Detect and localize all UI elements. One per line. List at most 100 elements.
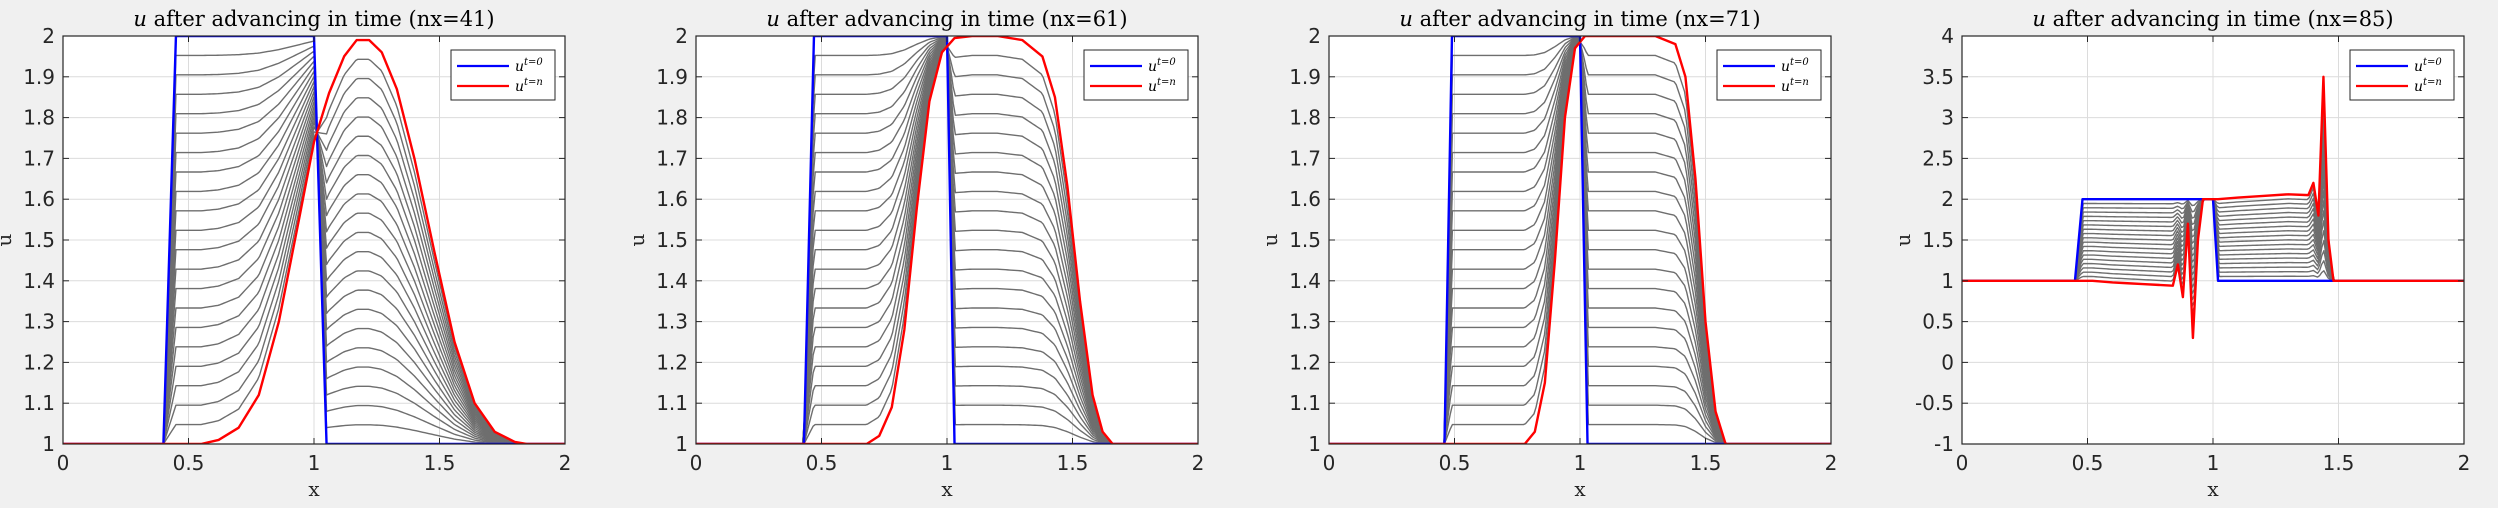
y-tick-label: 0 (1941, 350, 1954, 374)
y-tick-label: 1.4 (23, 269, 55, 293)
x-tick-label: 2 (559, 451, 572, 475)
x-tick-label: 0 (690, 451, 703, 475)
chart-title: u after advancing in time (nx=41) (133, 7, 494, 31)
legend-box (2349, 49, 2455, 101)
y-tick-label: 3.5 (1922, 65, 1954, 89)
y-tick-label: 1.3 (23, 310, 55, 334)
chart-title: u after advancing in time (nx=71) (1399, 7, 1760, 31)
y-tick-label: 1.7 (1289, 146, 1321, 170)
y-tick-label: 2 (1308, 24, 1321, 48)
y-tick-label: -1 (1934, 432, 1954, 456)
legend-entry-sup: t=n (524, 77, 543, 88)
series-line-intermediate (63, 75, 565, 444)
y-tick-label: 1.9 (656, 65, 688, 89)
series-line-intermediate (63, 111, 565, 444)
series-line-intermediate (63, 116, 565, 444)
legend-entry-base: u (1781, 79, 1790, 95)
series-line-intermediate (63, 100, 565, 444)
chart-title-rest: after advancing in time (nx=71) (1413, 7, 1761, 31)
legend-entry-sup: t=0 (1790, 57, 1809, 68)
legend-entry-sup: t=0 (524, 57, 543, 68)
y-tick-label: 1.4 (1289, 269, 1321, 293)
y-tick-label: 1.2 (23, 350, 55, 374)
chart-title-var: u (2032, 7, 2046, 31)
series-line-final (696, 36, 1198, 444)
x-tick-label: 0 (1323, 451, 1336, 475)
y-tick-label: 1.3 (1289, 310, 1321, 334)
y-tick-label: 1.6 (1289, 187, 1321, 211)
legend-entry-base: u (1148, 59, 1157, 75)
legend-entry-sup: t=0 (1157, 57, 1176, 68)
y-tick-label: 2 (1941, 187, 1954, 211)
legend-entry-label: ut=n (515, 77, 543, 95)
legend: ut=0 ut=n (1716, 49, 1822, 101)
chart-title: u after advancing in time (nx=85) (2032, 7, 2393, 31)
y-tick-label: 1.5 (656, 228, 688, 252)
x-tick-label: 1 (308, 451, 321, 475)
legend-entry-label: ut=0 (1148, 57, 1176, 75)
x-tick-label: 0 (57, 451, 70, 475)
x-tick-label: 0 (1956, 451, 1969, 475)
y-tick-label: 1.6 (656, 187, 688, 211)
y-tick-label: 1 (1941, 269, 1954, 293)
chart-0: 0 0.5 1 1.5 2 1 1.1 1.2 1.3 1.4 1.5 1.6 1.7 1.8 1.9 2 x u… (0, 7, 571, 501)
series-group (1962, 75, 2464, 340)
legend-entry-sup: t=0 (2423, 57, 2442, 68)
series-line-intermediate (63, 80, 565, 444)
legend-entry-base: u (2414, 59, 2423, 75)
y-axis-label: u (1891, 233, 1915, 246)
x-tick-label: 1.5 (1057, 451, 1089, 475)
chart-title-var: u (1399, 7, 1413, 31)
chart-1: 0 0.5 1 1.5 2 1 1.1 1.2 1.3 1.4 1.5 1.6 1.7 1.8 1.9 2 x u… (625, 7, 1204, 501)
x-tick-label: 0.5 (173, 451, 205, 475)
legend-entry-label: ut=n (1148, 77, 1176, 95)
chart-title-var: u (766, 7, 780, 31)
y-tick-label: 2.5 (1922, 146, 1954, 170)
x-tick-label: 0.5 (2072, 451, 2104, 475)
x-tick-label: 1.5 (424, 451, 456, 475)
legend-entry-sup: t=n (2423, 77, 2442, 88)
y-tick-label: 1.7 (23, 146, 55, 170)
x-tick-label: 1.5 (1690, 451, 1722, 475)
x-tick-label: 1 (2207, 451, 2220, 475)
x-axis-label: x (308, 477, 320, 501)
series-line-intermediate (63, 106, 565, 444)
legend-entry-label: ut=0 (515, 57, 543, 75)
y-tick-label: 1.5 (23, 228, 55, 252)
y-tick-label: -0.5 (1915, 391, 1954, 415)
y-tick-label: 1 (1308, 432, 1321, 456)
legend-entry-label: ut=0 (2414, 57, 2442, 75)
y-tick-label: 1.5 (1922, 228, 1954, 252)
legend: ut=0ut=n (2349, 49, 2455, 101)
legend: ut=0ut=n (1083, 49, 1189, 101)
y-tick-label: 1.4 (656, 269, 688, 293)
series-line-intermediate (63, 85, 565, 444)
y-tick-label: 1.1 (1289, 391, 1321, 415)
legend-entry-sup: t=n (1790, 77, 1809, 88)
y-tick-label: 1 (675, 432, 688, 456)
legend-entry-base: u (515, 59, 524, 75)
y-tick-label: 3 (1941, 106, 1954, 130)
x-tick-label: 1 (941, 451, 954, 475)
y-axis-label: u (625, 233, 649, 246)
y-tick-label: 0.5 (1922, 310, 1954, 334)
y-tick-label: 1.8 (656, 106, 688, 130)
legend-entry-label: ut=n (2414, 77, 2442, 95)
y-tick-label: 1.1 (23, 391, 55, 415)
legend-box (1716, 49, 1822, 101)
series-line-intermediate (63, 95, 565, 444)
x-tick-label: 1.5 (2323, 451, 2355, 475)
y-tick-label: 2 (675, 24, 688, 48)
chart-title-rest: after advancing in time (nx=85) (2046, 7, 2394, 31)
legend-box (1083, 49, 1189, 101)
legend-entry-base: u (2414, 79, 2423, 95)
y-tick-label: 1.3 (656, 310, 688, 334)
y-axis-label: u (0, 233, 16, 246)
x-axis-label: x (2207, 477, 2219, 501)
series-line-intermediate (63, 97, 565, 444)
x-tick-label: 2 (1825, 451, 1838, 475)
legend-entry-label: ut=0 (1781, 57, 1809, 75)
legend-entry-sup: t=n (1157, 77, 1176, 88)
